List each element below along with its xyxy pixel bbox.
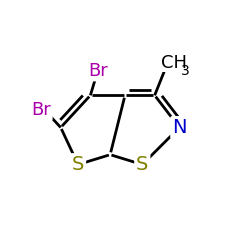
Text: Br: Br [31,101,51,119]
Text: N: N [172,118,187,137]
Text: S: S [136,155,148,174]
Text: S: S [72,155,84,174]
Text: 3: 3 [180,64,190,78]
Text: CH: CH [161,54,187,72]
Text: Br: Br [88,62,108,80]
